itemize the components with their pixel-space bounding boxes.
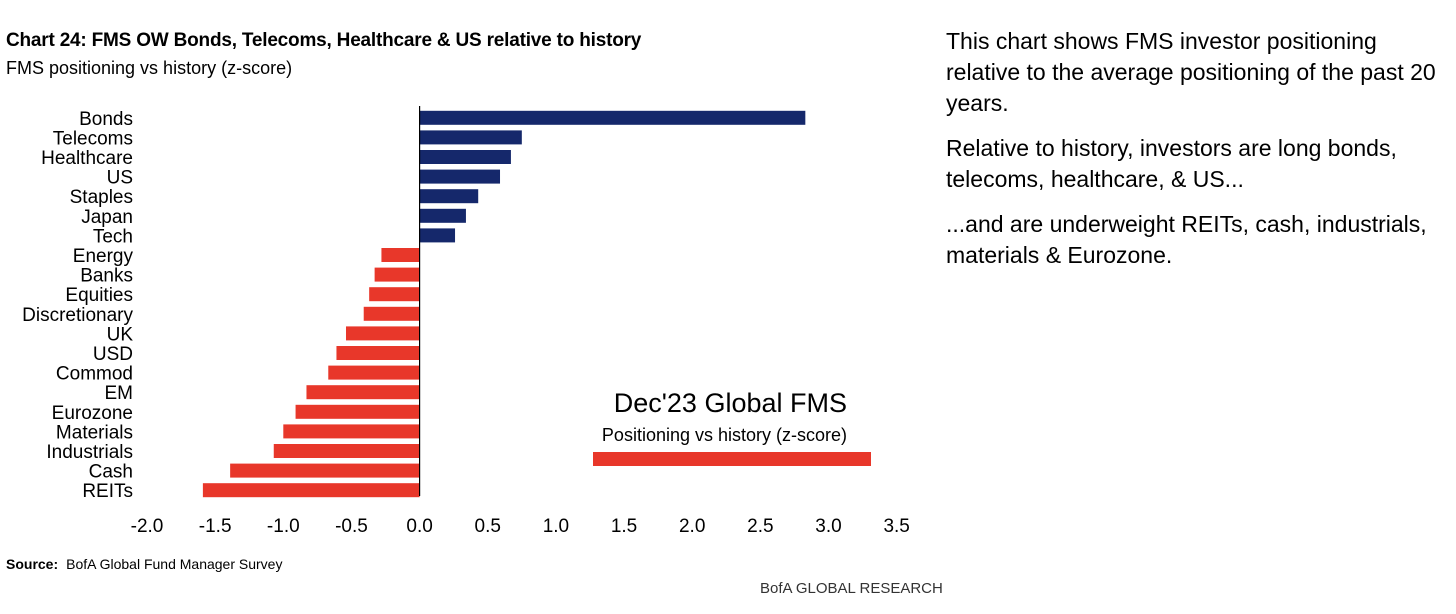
category-label: EM (105, 383, 134, 404)
bar-cash (230, 463, 420, 478)
bar-equities (369, 287, 420, 302)
x-tick-label: 0.5 (475, 516, 501, 537)
x-tick-label: 1.0 (543, 516, 569, 537)
chart-title: Chart 24: FMS OW Bonds, Telecoms, Health… (6, 30, 642, 51)
category-label: US (107, 168, 133, 189)
category-label: Healthcare (41, 148, 133, 169)
bar-banks (374, 267, 420, 282)
bar-tech (419, 228, 456, 243)
category-label: Energy (73, 246, 134, 267)
bar-em (306, 385, 420, 400)
category-label: Commod (56, 364, 133, 385)
legend-label: Positioning vs history (z-score) (602, 425, 847, 445)
bar-chart: BondsTelecomsHealthcareUSStaplesJapanTec… (22, 106, 910, 537)
x-tick-label: 2.0 (679, 516, 705, 537)
legend-title: Dec'23 Global FMS (614, 388, 847, 418)
x-tick-label: 0.0 (406, 516, 432, 537)
category-label: Discretionary (22, 305, 133, 326)
category-label: Staples (70, 187, 133, 208)
commentary-paragraph-2: Relative to history, investors are long … (946, 135, 1397, 192)
x-tick-label: 2.5 (747, 516, 773, 537)
bar-usd (336, 346, 420, 360)
source-text: BofA Global Fund Manager Survey (66, 556, 283, 572)
category-label: USD (93, 344, 133, 365)
category-label: Bonds (79, 109, 133, 130)
x-tick-label: -0.5 (335, 516, 368, 537)
category-label: Telecoms (53, 128, 133, 149)
bar-commod (328, 365, 420, 380)
commentary-paragraph-3: ...and are underweight REITs, cash, indu… (946, 211, 1427, 268)
bar-us (419, 169, 501, 184)
brand-footer: BofA GLOBAL RESEARCH (760, 580, 943, 597)
category-label: Materials (56, 422, 133, 443)
bar-energy (381, 248, 420, 262)
category-label: Cash (89, 462, 133, 483)
category-label: Tech (93, 226, 133, 247)
bar-staples (419, 189, 479, 204)
bar-uk (345, 326, 420, 341)
x-tick-label: -2.0 (131, 516, 164, 537)
bar-bonds (419, 110, 806, 125)
source-label: Source: (6, 556, 59, 572)
commentary-paragraph-1: This chart shows FMS investor positionin… (946, 28, 1436, 116)
bar-japan (419, 208, 466, 223)
x-tick-label: 3.0 (815, 516, 841, 537)
chart-subtitle: FMS positioning vs history (z-score) (6, 58, 293, 78)
bar-eurozone (295, 404, 420, 419)
category-label: Industrials (46, 442, 133, 463)
source-note: Source: BofA Global Fund Manager Survey (6, 556, 282, 572)
bar-discretionary (363, 306, 420, 321)
bar-industrials (273, 444, 420, 458)
x-tick-label: 1.5 (611, 516, 637, 537)
commentary-panel: This chart shows FMS investor positionin… (946, 26, 1446, 285)
category-label: REITs (82, 481, 133, 502)
legend-swatch (593, 452, 871, 466)
bar-telecoms (419, 130, 522, 145)
bar-materials (283, 424, 420, 439)
bar-healthcare (419, 150, 511, 164)
category-label: Eurozone (52, 403, 133, 424)
x-tick-label: -1.5 (199, 516, 232, 537)
category-label: Japan (81, 207, 133, 228)
bar-reits (202, 483, 420, 498)
category-label: Banks (80, 266, 133, 287)
x-tick-label: 3.5 (883, 516, 909, 537)
category-label: UK (107, 324, 134, 345)
x-tick-label: -1.0 (267, 516, 300, 537)
category-label: Equities (65, 285, 133, 306)
